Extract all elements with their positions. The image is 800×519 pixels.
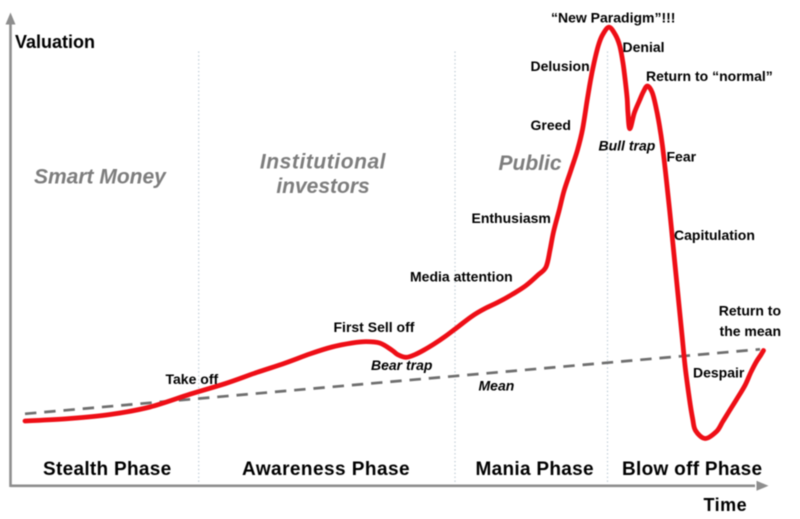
svg-text:Smart Money: Smart Money — [34, 166, 167, 189]
svg-text:Public: Public — [499, 152, 562, 175]
svg-text:Capitulation: Capitulation — [674, 227, 755, 243]
svg-text:Bear trap: Bear trap — [371, 357, 433, 373]
svg-text:Media attention: Media attention — [410, 269, 513, 285]
svg-text:Fear: Fear — [667, 149, 697, 165]
svg-text:Awareness Phase: Awareness Phase — [242, 459, 410, 480]
svg-text:Denial: Denial — [623, 39, 665, 55]
svg-text:Take off: Take off — [166, 371, 219, 387]
svg-text:the mean: the mean — [720, 323, 781, 339]
svg-text:Time: Time — [704, 495, 748, 515]
svg-text:Institutional: Institutional — [260, 151, 387, 174]
svg-text:Despair: Despair — [693, 365, 745, 381]
svg-text:Mean: Mean — [479, 378, 515, 394]
svg-text:Delusion: Delusion — [531, 58, 590, 74]
svg-text:Valuation: Valuation — [15, 32, 95, 52]
svg-text:Blow off Phase: Blow off Phase — [622, 459, 762, 480]
svg-text:Return to “normal”: Return to “normal” — [646, 68, 773, 84]
svg-text:“New Paradigm”!!!: “New Paradigm”!!! — [551, 10, 675, 26]
svg-text:investors: investors — [276, 175, 369, 198]
svg-text:Bull trap: Bull trap — [599, 138, 656, 154]
svg-text:Return to: Return to — [719, 303, 781, 319]
svg-text:Enthusiasm: Enthusiasm — [472, 210, 551, 226]
svg-text:Greed: Greed — [531, 117, 571, 133]
svg-text:First Sell off: First Sell off — [334, 319, 415, 335]
svg-text:Mania Phase: Mania Phase — [476, 459, 594, 480]
svg-text:Stealth Phase: Stealth Phase — [43, 459, 172, 480]
